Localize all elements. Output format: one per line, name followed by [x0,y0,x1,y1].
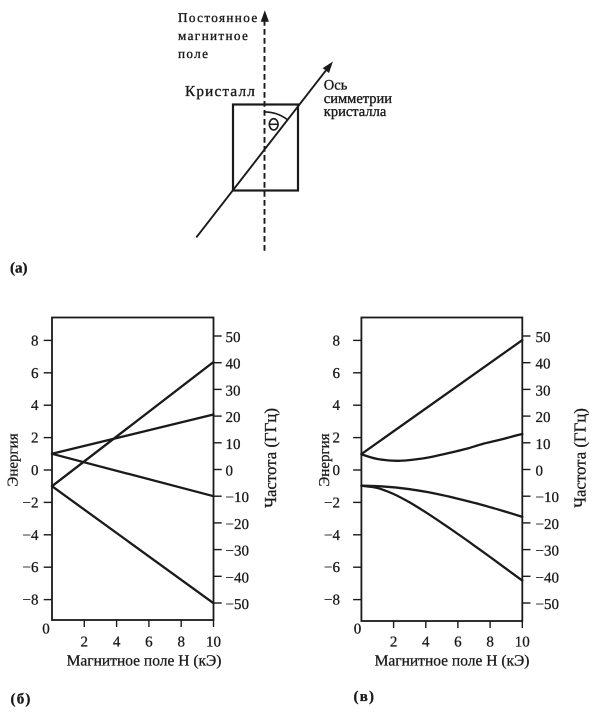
svg-text:10: 10 [206,635,221,651]
svg-text:6: 6 [145,635,153,651]
svg-text:2: 2 [81,635,89,651]
svg-text:симметрии: симметрии [324,91,393,107]
svg-text:Частота (ГГц): Частота (ГГц) [571,408,590,508]
svg-text:−4: −4 [324,528,340,544]
svg-text:2: 2 [333,431,341,447]
svg-text:Постоянное: Постоянное [178,10,259,25]
svg-text:2: 2 [390,635,398,651]
svg-text:поле: поле [178,46,209,61]
svg-text:20: 20 [536,410,551,426]
svg-text:−40: −40 [536,570,559,586]
svg-text:4: 4 [333,398,341,414]
svg-text:8: 8 [486,635,494,651]
svg-text:50: 50 [536,330,551,346]
svg-text:0: 0 [31,463,39,479]
svg-text:−2: −2 [23,495,39,511]
svg-text:30: 30 [536,383,551,399]
svg-text:6: 6 [454,635,462,651]
svg-text:−30: −30 [536,544,559,560]
svg-text:−30: −30 [226,544,249,560]
svg-text:Частота (ГГц): Частота (ГГц) [261,408,280,508]
svg-text:−8: −8 [324,593,340,609]
svg-text:(в): (в) [354,689,376,705]
svg-text:(а): (а) [10,261,28,277]
svg-text:0: 0 [333,463,341,479]
svg-text:(б): (б) [11,692,32,708]
svg-text:20: 20 [226,410,241,426]
svg-text:30: 30 [226,383,241,399]
svg-text:8: 8 [31,333,39,349]
svg-text:−10: −10 [536,490,559,506]
svg-text:2: 2 [31,431,39,447]
svg-text:8: 8 [333,333,341,349]
svg-text:−6: −6 [324,560,340,576]
svg-text:8: 8 [177,635,185,651]
svg-text:Энергия: Энергия [6,433,22,486]
svg-text:0: 0 [42,622,50,638]
svg-text:Кристалл: Кристалл [185,83,256,100]
svg-text:6: 6 [333,366,341,382]
svg-text:6: 6 [31,366,39,382]
svg-text:Энергия: Энергия [317,433,333,486]
svg-text:40: 40 [226,357,241,373]
svg-text:магнитное: магнитное [178,28,249,43]
svg-text:−6: −6 [23,560,39,576]
svg-text:4: 4 [113,635,121,651]
svg-text:кристалла: кристалла [324,104,387,120]
svg-text:Магнитное поле Н (кЭ): Магнитное поле Н (кЭ) [67,653,222,670]
svg-text:4: 4 [31,398,39,414]
svg-text:−20: −20 [226,517,249,533]
svg-text:−2: −2 [324,495,340,511]
svg-text:10: 10 [536,437,551,453]
svg-text:−8: −8 [23,593,39,609]
svg-text:−50: −50 [536,597,559,613]
svg-text:40: 40 [536,357,551,373]
svg-text:−20: −20 [536,517,559,533]
svg-text:−50: −50 [226,597,249,613]
svg-text:10: 10 [226,437,241,453]
svg-text:Ось: Ось [324,78,348,94]
svg-text:10: 10 [515,635,530,651]
svg-text:4: 4 [422,635,430,651]
svg-text:−40: −40 [226,570,249,586]
svg-text:−10: −10 [226,490,249,506]
svg-text:Магнитное поле Н (кЭ): Магнитное поле Н (кЭ) [375,653,530,670]
svg-text:0: 0 [354,622,362,638]
svg-text:−4: −4 [23,528,39,544]
svg-text:0: 0 [226,464,234,480]
svg-text:0: 0 [536,464,544,480]
svg-text:50: 50 [226,330,241,346]
